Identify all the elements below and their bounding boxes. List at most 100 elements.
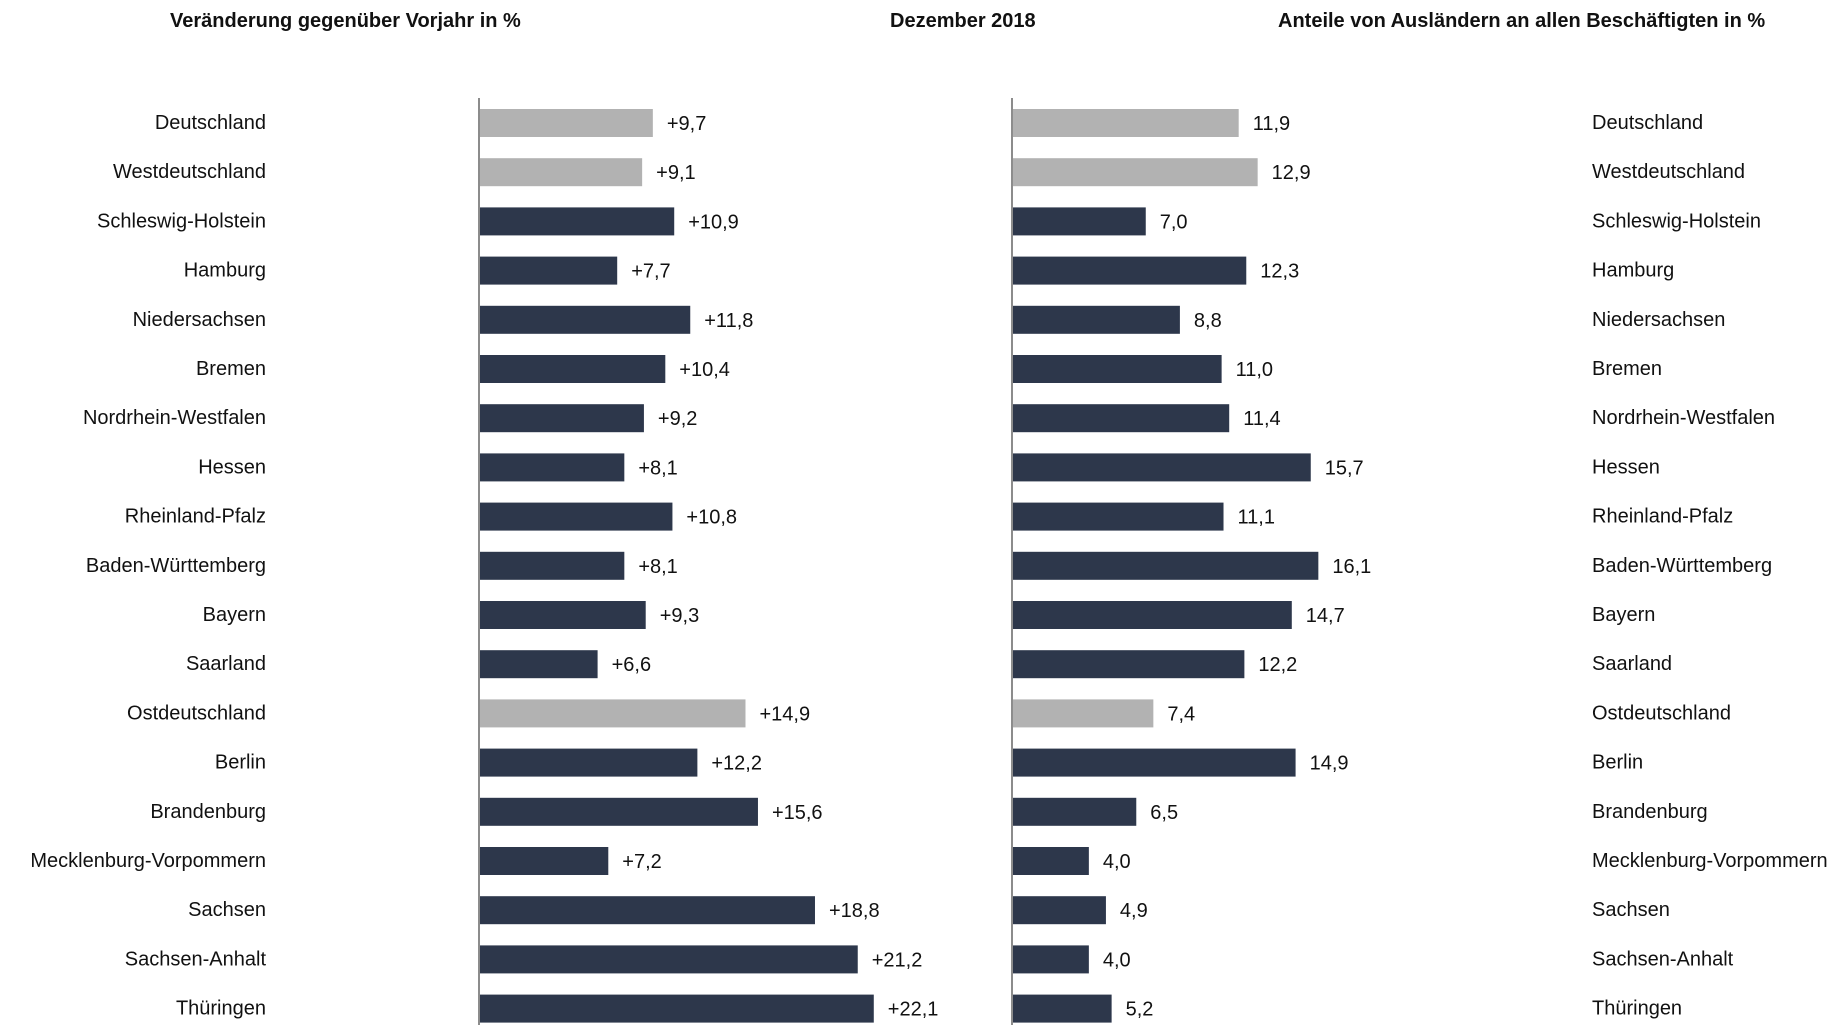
bar	[1013, 748, 1296, 777]
category-label: Baden-Württemberg	[1592, 555, 1772, 577]
bar	[480, 945, 858, 974]
bar	[1013, 158, 1258, 187]
bar	[1013, 994, 1112, 1023]
category-label: Rheinland-Pfalz	[1592, 506, 1733, 528]
bar	[1013, 650, 1245, 679]
date-title: Dezember 2018	[890, 10, 1036, 32]
category-label: Bayern	[203, 604, 266, 626]
category-label: Berlin	[215, 752, 266, 774]
bar	[1013, 109, 1239, 137]
data-label: 6,5	[1150, 802, 1178, 824]
bar	[480, 404, 644, 433]
category-label: Niedersachsen	[1592, 309, 1725, 331]
bar	[1013, 847, 1089, 875]
bar	[1013, 355, 1222, 383]
category-label: Sachsen-Anhalt	[125, 948, 267, 970]
category-label: Nordrhein-Westfalen	[83, 407, 266, 429]
data-label: 11,0	[1236, 359, 1273, 381]
data-label: +15,6	[772, 802, 823, 824]
category-label: Saarland	[1592, 653, 1672, 675]
data-label: +12,2	[711, 753, 762, 775]
bar	[480, 650, 598, 679]
data-label: +14,9	[759, 703, 810, 725]
bar	[480, 109, 653, 137]
category-label: Thüringen	[1592, 998, 1682, 1020]
data-label: 12,2	[1258, 654, 1297, 676]
category-label: Westdeutschland	[1592, 161, 1745, 183]
data-label: 12,3	[1260, 261, 1299, 283]
data-label: 4,0	[1103, 949, 1131, 971]
category-label: Schleswig-Holstein	[1592, 210, 1761, 232]
bar	[480, 896, 815, 925]
data-label: 7,4	[1167, 703, 1195, 725]
category-label: Schleswig-Holstein	[97, 210, 266, 232]
bar	[480, 601, 646, 629]
bar	[1013, 551, 1319, 580]
bar	[480, 551, 625, 580]
bar	[1013, 305, 1180, 334]
category-label: Sachsen-Anhalt	[1592, 948, 1734, 970]
category-label: Baden-Württemberg	[86, 555, 266, 577]
category-label: Deutschland	[155, 112, 266, 134]
data-label: 4,0	[1103, 851, 1131, 873]
bar	[1013, 207, 1146, 236]
bar	[1013, 797, 1137, 826]
category-label: Brandenburg	[150, 801, 266, 823]
data-label: +10,8	[686, 507, 737, 529]
data-label: 14,7	[1306, 605, 1345, 627]
category-label: Berlin	[1592, 752, 1643, 774]
data-label: +11,8	[704, 310, 753, 332]
data-label: +8,1	[638, 556, 677, 578]
category-label: Deutschland	[1592, 112, 1703, 134]
data-label: +10,9	[688, 211, 739, 233]
category-label: Mecklenburg-Vorpommern	[30, 850, 266, 872]
data-label: +22,1	[888, 999, 939, 1021]
bar	[480, 847, 609, 875]
bar	[1013, 601, 1292, 629]
bar	[480, 797, 758, 826]
data-label: 14,9	[1310, 753, 1349, 775]
bar	[480, 453, 625, 482]
data-label: 4,9	[1120, 900, 1148, 922]
data-label: +7,7	[631, 261, 670, 283]
category-label: Bremen	[1592, 358, 1662, 380]
data-label: +9,7	[667, 113, 706, 135]
bar	[480, 994, 874, 1023]
bar	[1013, 945, 1089, 974]
right-chart-title: Anteile von Ausländern an allen Beschäft…	[1278, 10, 1766, 32]
data-label: +9,1	[656, 162, 695, 184]
category-label: Sachsen	[188, 899, 266, 921]
category-label: Bremen	[196, 358, 266, 380]
category-label: Bayern	[1592, 604, 1655, 626]
bar	[480, 355, 666, 383]
category-label: Thüringen	[176, 998, 266, 1020]
category-label: Ostdeutschland	[1592, 702, 1731, 724]
data-label: 15,7	[1325, 457, 1364, 479]
category-label: Hamburg	[1592, 260, 1674, 282]
bar	[1013, 502, 1224, 531]
data-label: 11,1	[1238, 507, 1275, 529]
category-label: Sachsen	[1592, 899, 1670, 921]
category-label: Rheinland-Pfalz	[125, 506, 266, 528]
category-label: Westdeutschland	[113, 161, 266, 183]
data-label: +9,3	[660, 605, 699, 627]
category-label: Hessen	[198, 456, 266, 478]
bar	[480, 158, 643, 187]
bar	[480, 256, 618, 285]
data-label: +18,8	[829, 900, 880, 922]
category-label: Brandenburg	[1592, 801, 1708, 823]
category-label: Hessen	[1592, 456, 1660, 478]
bar	[480, 699, 746, 728]
data-label: 8,8	[1194, 310, 1222, 332]
category-label: Ostdeutschland	[127, 702, 266, 724]
data-label: +9,2	[658, 408, 697, 430]
data-label: 11,9	[1253, 113, 1290, 135]
bar	[1013, 453, 1311, 482]
data-label: +8,1	[638, 457, 677, 479]
data-label: +21,2	[872, 949, 923, 971]
data-label: 12,9	[1272, 162, 1311, 184]
bar	[1013, 256, 1247, 285]
data-label: 7,0	[1160, 211, 1188, 233]
bar	[480, 305, 691, 334]
